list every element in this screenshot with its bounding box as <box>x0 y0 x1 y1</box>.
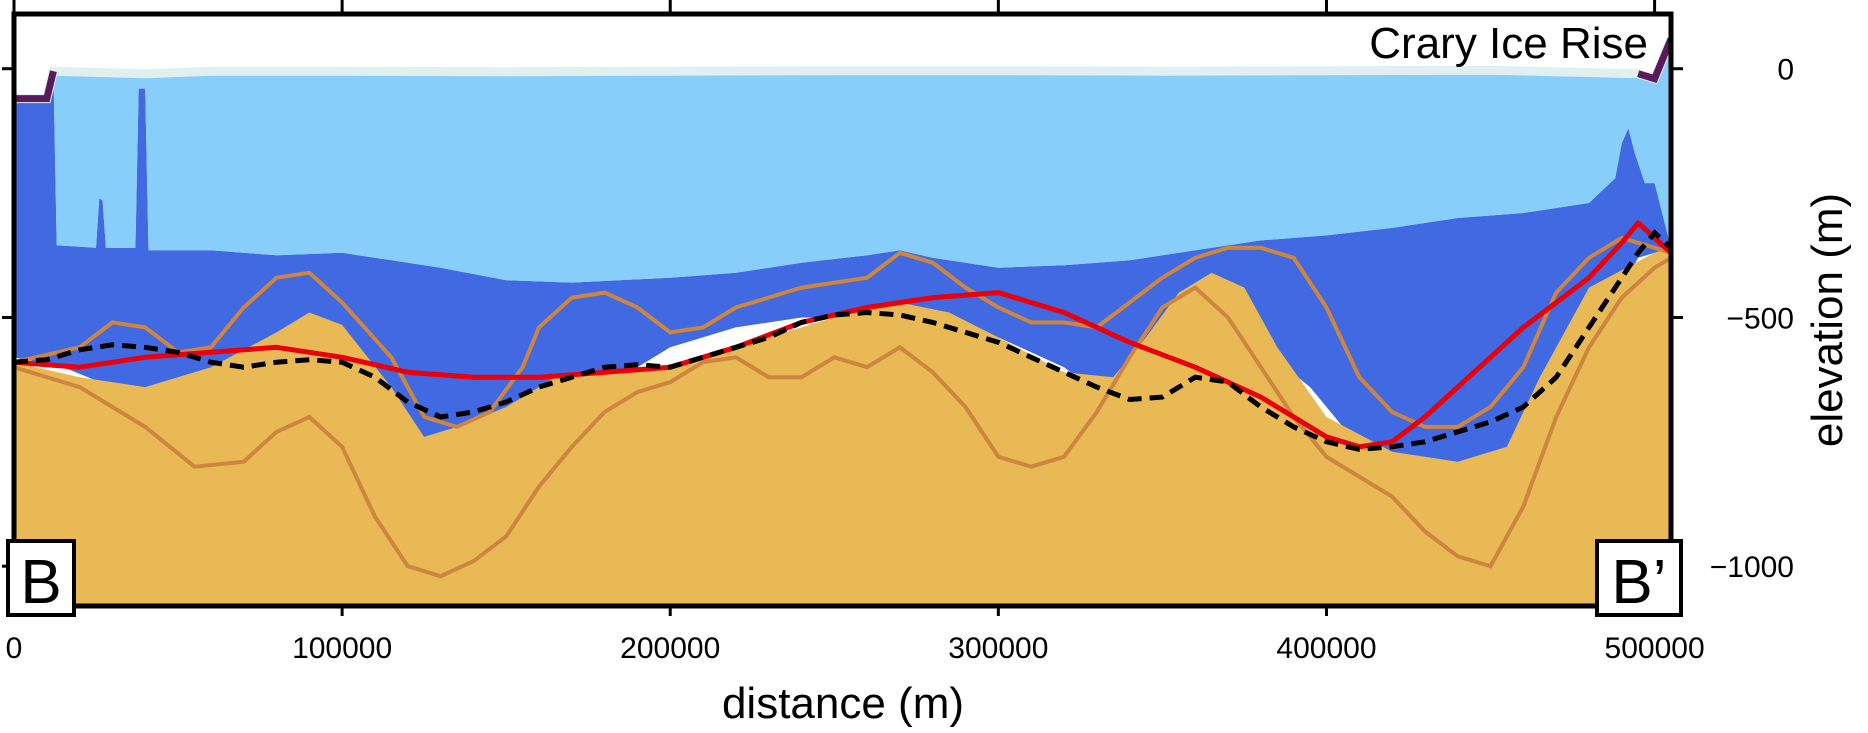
axis-ticks: 0 100000 200000 300000 400000 500000 0 −500 −100… <box>2 0 1794 665</box>
plot-area <box>14 14 1671 606</box>
start-label-box <box>6 539 76 617</box>
bed-bound-lower-line <box>14 256 1671 579</box>
x-tick-label: 500000 <box>1605 632 1705 665</box>
y-tick-label: −500 <box>1726 302 1794 335</box>
profile-endpoint-labels: B B’ <box>6 539 1683 617</box>
axes-frame <box>11 11 1674 609</box>
x-tick-label: 400000 <box>1276 632 1376 665</box>
chart-title: Crary Ice Rise <box>1369 19 1648 68</box>
grounded-surface-end <box>1637 37 1671 83</box>
y-axis-label: elevation (m) <box>1803 193 1852 447</box>
ice-layer <box>14 38 1671 283</box>
x-tick-label: 300000 <box>948 632 1048 665</box>
x-tick-label: 200000 <box>620 632 720 665</box>
start-label: B <box>20 548 61 617</box>
x-tick-label: 100000 <box>292 632 392 665</box>
water-layer <box>14 71 1671 502</box>
end-label: B’ <box>1611 548 1666 617</box>
dashed-profile-line <box>14 229 1671 452</box>
x-tick-label: 0 <box>6 632 23 665</box>
end-label-box <box>1595 539 1683 617</box>
plot-frame <box>11 11 1674 609</box>
bed-layer <box>14 247 1671 606</box>
ice-surface-line <box>14 37 1671 104</box>
red-profile-line <box>14 220 1671 450</box>
axis-labels: Crary Ice Rise distance (m) elevation (m… <box>722 19 1852 728</box>
x-axis-label: distance (m) <box>722 679 964 728</box>
bed-bound-upper-line <box>14 235 1671 430</box>
y-tick-label: −1000 <box>1710 551 1794 584</box>
y-tick-label: 0 <box>1777 54 1794 87</box>
grounded-surface-start <box>14 70 57 103</box>
